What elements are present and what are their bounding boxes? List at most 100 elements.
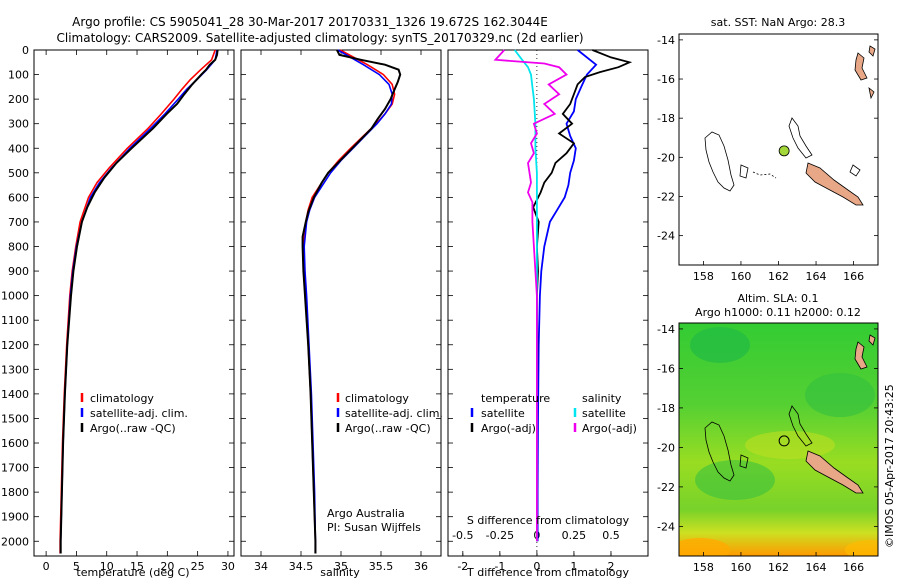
depth-tick-label: 2000: [1, 535, 29, 548]
vanuatu-island: [854, 341, 868, 370]
legend-climatology: climatology: [90, 392, 154, 405]
depth-tick-label: 1400: [1, 388, 29, 401]
legend-climatology: climatology: [345, 392, 409, 405]
salinity-legend: climatology satellite-adj. clim. Argo(..…: [336, 392, 443, 435]
depth-tick-label: 1900: [1, 511, 29, 524]
series-line-argo-raw-qc-: [301, 49, 402, 554]
map-x-tick-label: 158: [693, 270, 714, 283]
map-y-tick-label: -14: [657, 323, 675, 336]
depth-tick-label: 600: [8, 191, 29, 204]
temperature-xlabel: temperature (deg C): [76, 566, 189, 579]
x-tick-label: -1: [494, 560, 505, 573]
vanuatu-island: [868, 334, 876, 346]
depth-tick-label: 1000: [1, 290, 29, 303]
institution-label: Argo Australia: [327, 507, 405, 520]
new-caledonia: [805, 162, 864, 206]
depth-tick-label: 300: [8, 118, 29, 131]
legend-t-argo: Argo(-adj): [481, 422, 536, 435]
depth-tick-label: 700: [8, 216, 29, 229]
map-x-tick-label: 166: [843, 561, 864, 574]
depth-tick-label: 100: [8, 69, 29, 82]
pi-label: PI: Susan Wijffels: [327, 521, 421, 534]
map-bottom-title-line1: Altim. SLA: 0.1: [737, 292, 818, 305]
legend-s-argo: Argo(-adj): [582, 422, 637, 435]
difference-legend: temperature satellite Argo(-adj) salinit…: [470, 392, 637, 435]
map-y-tick-label: -22: [657, 190, 675, 203]
sla-patch: [745, 431, 835, 459]
map-y-tick-label: -18: [657, 112, 675, 125]
map-y-tick-label: -22: [657, 481, 675, 494]
s-difference-label: S difference from climatology: [467, 514, 630, 527]
map-top-frame: [678, 33, 879, 266]
legend-argo: Argo(..raw -QC): [345, 422, 431, 435]
reef-outline: [788, 117, 813, 159]
reef-outline: [788, 405, 813, 447]
salinity-xlabel: salinity: [320, 566, 360, 579]
legend-t-satellite: satellite: [481, 407, 525, 420]
x-tick-label: 25: [191, 560, 205, 573]
depth-tick-label: 800: [8, 241, 29, 254]
x-tick-label: 30: [221, 560, 235, 573]
map-y-tick-label: -16: [657, 362, 675, 375]
argo-position-marker: [778, 145, 790, 157]
map-y-tick-label: -20: [657, 151, 675, 164]
map-x-tick-label: 164: [806, 270, 827, 283]
map-bottom-ticks: 158 160 162 164 166 -14 -16 -18 -20 -22 -24: [657, 323, 878, 574]
x-tick-label-top: -0.5: [452, 529, 473, 542]
depth-tick-label: 1200: [1, 339, 29, 352]
x-tick-label: -2: [457, 560, 468, 573]
map-top-title: sat. SST: NaN Argo: 28.3: [711, 16, 845, 29]
series-line-argo-raw-qc-: [59, 49, 219, 554]
t-difference-label: T difference from climatology: [466, 566, 629, 579]
x-tick-label-top: 0.25: [562, 529, 587, 542]
new-caledonia: [805, 450, 864, 494]
depth-tick-label: 1700: [1, 462, 29, 475]
series-line-temperature-argo-adj-: [532, 49, 633, 542]
salinity-x-ticks: 34 34.5 35 35.5 36: [254, 50, 428, 573]
map-x-tick-label: 166: [843, 270, 864, 283]
x-tick-label: 34.5: [289, 560, 314, 573]
map-y-tick-label: -20: [657, 441, 675, 454]
temperature-series: [59, 49, 219, 554]
x-tick-label: 34: [254, 560, 268, 573]
depth-tick-label: 200: [8, 93, 29, 106]
series-line-satellite-adj-clim-: [303, 49, 394, 554]
x-tick-label: 15: [130, 560, 144, 573]
header-line1: Argo profile: CS 5905041_28 30-Mar-2017 …: [72, 15, 548, 29]
x-tick-label: 35.5: [369, 560, 394, 573]
vanuatu-island: [868, 45, 876, 57]
legend-salinity-title: salinity: [582, 392, 622, 405]
depth-tick-label: 1600: [1, 437, 29, 450]
fiji-outline: [704, 131, 735, 192]
vanuatu-island: [868, 87, 875, 100]
sla-patch: [695, 460, 775, 500]
temperature-panel-frame: [33, 49, 235, 557]
legend-temperature-title: temperature: [481, 392, 550, 405]
map-x-tick-label: 162: [768, 270, 789, 283]
map-y-tick-label: -24: [657, 520, 675, 533]
series-line-climatology: [59, 49, 216, 554]
legend-argo: Argo(..raw -QC): [90, 422, 176, 435]
fiji-outline: [704, 421, 735, 482]
depth-tick-label: 1800: [1, 486, 29, 499]
vanuatu-island: [854, 52, 868, 81]
x-tick-label-top: 0.5: [602, 529, 620, 542]
legend-satellite: satellite-adj. clim.: [90, 407, 188, 420]
map-x-tick-label: 160: [730, 270, 751, 283]
depth-axis: 0 100 200 300 400 500 600 700 800 900 1000 1100 1200…: [1, 44, 648, 548]
depth-tick-label: 1500: [1, 412, 29, 425]
x-tick-label: 36: [414, 560, 428, 573]
map-y-tick-label: -24: [657, 230, 675, 243]
series-line-temperature-satellite: [536, 49, 598, 542]
x-tick-label-top: -0.25: [486, 529, 514, 542]
map-x-tick-label: 158: [693, 561, 714, 574]
temperature-legend: climatology satellite-adj. clim. Argo(..…: [80, 392, 188, 435]
map-y-tick-label: -18: [657, 402, 675, 415]
series-line-satellite-adj-clim-: [59, 49, 218, 554]
map-y-tick-label: -14: [657, 34, 675, 47]
depth-tick-label: 500: [8, 167, 29, 180]
sla-patch: [805, 373, 875, 417]
x-tick-label: 0: [43, 560, 50, 573]
island-outline: [849, 164, 861, 177]
map-top-ticks: 158 160 162 164 166 -14 -16 -18 -20 -22 -24: [657, 34, 878, 283]
